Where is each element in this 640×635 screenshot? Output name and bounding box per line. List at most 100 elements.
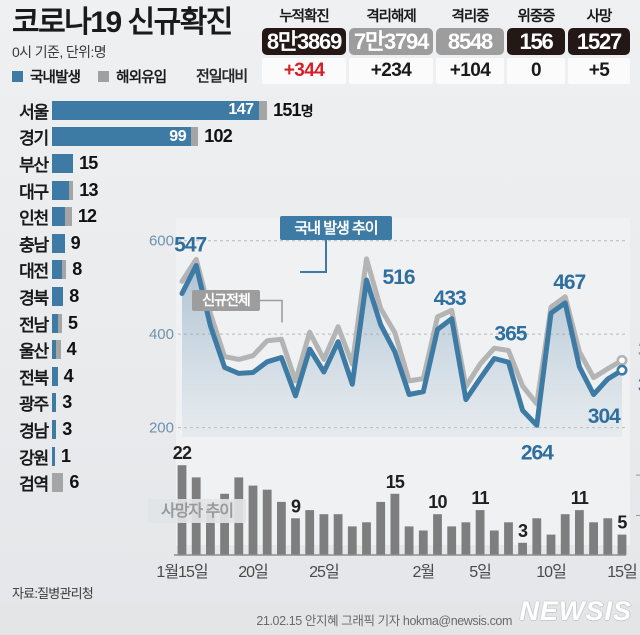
data-value-label: 433 [434,287,466,310]
death-bar [475,510,485,555]
legend-label-imported: 해외유입 [116,70,167,86]
data-value-label: 264 [521,441,554,464]
delta-row-label: 전일대비 [196,68,248,85]
death-bar [589,522,598,555]
region-row: 대전 8 [0,257,330,284]
stat-delta: 0 [507,58,565,84]
region-row: 충남 9 [0,230,330,257]
region-total-value: 4 [63,365,74,386]
region-name: 서울 [19,102,49,122]
data-value-label: 304 [588,405,621,428]
newsis-logo: NEWSIS [519,596,632,626]
x-axis-tick-label: 5일 [469,563,491,581]
page-title: 코로나19 신규확진 [12,6,233,39]
page-subtitle: 0시 기준, 단위:명 [12,44,107,60]
callout-leader-domestic [300,240,327,273]
deaths-caption-label: 사망자 추이 [161,501,233,520]
region-bar-wrap: 147 151명 [52,97,314,124]
death-bar [220,493,229,556]
endpoint-marker-total [616,354,628,366]
bar-domestic [52,340,57,360]
stat-delta: +5 [568,58,630,84]
bar-domestic [52,446,55,466]
region-name: 인천 [19,209,49,229]
region-bar-wrap: 99 102 [52,124,233,151]
death-bar [277,501,286,555]
data-value-label: 467 [553,271,585,294]
bar-imported [68,180,74,200]
region-name: 부산 [19,155,49,175]
region-name: 강원 [19,448,49,468]
y-axis-tick-label: 600 [149,233,174,250]
data-value-label: 365 [494,323,527,346]
stat-delta: +104 [436,58,504,84]
bar-imported [57,313,62,333]
region-bar-wrap: 4 [52,363,74,390]
death-bar-value-label: 5 [617,513,627,533]
stat-value: 7만3794 [349,28,433,55]
death-bar [603,518,613,556]
region-bar-wrap: 6 [52,469,79,496]
region-total-value: 8 [69,285,79,306]
stat-value: 156 [507,28,565,55]
region-bar-wrap: 5 [52,310,78,337]
region-total-value: 5 [68,312,78,333]
stat-label: 격리중 [451,9,489,25]
bar-imported [61,260,67,280]
bar-domestic [52,207,65,227]
death-bar [347,526,357,555]
y-axis-tick-label: 400 [149,326,174,343]
stat-value: 1527 [568,28,630,55]
region-bar-list: 서울 147 151명 경기 99 102 부산 15 대구 13 인천 12 충남 9 대전 8 경북 8 전남 5… [0,97,330,496]
region-row: 대구 13 [0,177,330,204]
x-axis-tick-label: 2월 [412,563,434,581]
region-bar-wrap: 15 [52,150,98,177]
bar-domestic [52,233,65,253]
death-bar [532,518,542,556]
bar-domestic [52,393,57,413]
region-bar-wrap: 9 [52,230,81,257]
region-name: 전남 [19,315,49,335]
stat-label: 누적확진 [279,9,329,25]
region-row: 경기 99 102 [0,124,330,151]
region-name: 검역 [19,475,49,495]
stat-column: 격리해제 7만3794 +234 [349,8,433,84]
death-bar [206,506,215,555]
death-bar-value-label: 22 [173,443,192,463]
death-bar [291,518,300,556]
death-bar [390,493,400,556]
stat-label: 격리해제 [366,9,416,25]
callout-label-domestic: 국내 발생 추이 [294,220,377,237]
region-bar-wrap: 8 [52,257,82,284]
death-bar [433,514,442,555]
bar-imported [52,473,64,493]
bar-domestic: 147 [52,100,259,120]
x-axis-tick-label: 25일 [309,563,339,581]
stat-value: 8만3869 [262,28,346,55]
death-bar [518,542,527,556]
deaths-caption-box [148,499,246,523]
stat-column: 위중증 156 0 [507,8,565,84]
bar-domestic [52,180,69,200]
region-name: 충남 [19,235,49,255]
region-row: 서울 147 151명 [0,97,330,124]
death-bar-value-label: 9 [291,496,301,516]
region-total-value: 8 [72,259,82,280]
region-name: 경기 [19,129,49,149]
bar-domestic [52,419,57,439]
death-bar [248,485,258,555]
death-bar [617,534,627,555]
region-total-value: 102 [204,126,232,147]
region-total-unit: 명 [300,102,314,119]
death-bar [362,522,371,555]
death-bar [489,530,499,555]
region-total-value: 151명 [273,99,314,120]
bar-domestic [52,260,62,280]
death-bar [333,514,343,555]
bar-imported [191,127,199,147]
legend-swatch-domestic [12,71,23,82]
death-bar-value-label: 11 [471,488,489,508]
death-bar [319,514,329,555]
region-row: 경남 3 [0,416,330,443]
